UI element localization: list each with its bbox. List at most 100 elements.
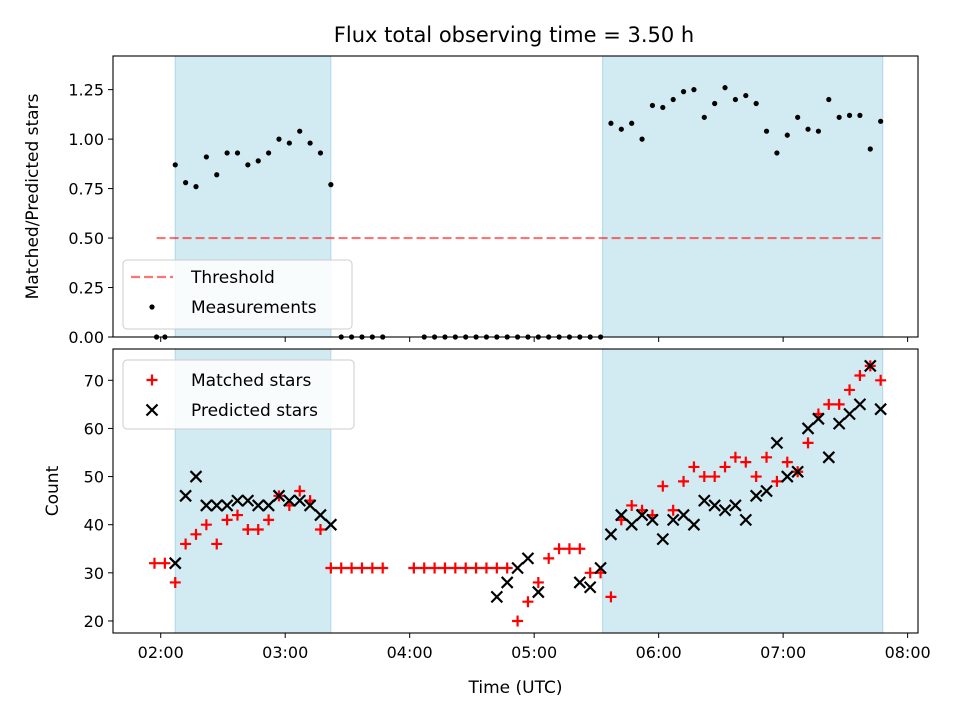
data-point: [635, 508, 649, 522]
data-point: [241, 494, 255, 507]
data-point: [836, 114, 842, 120]
x-tick-label: 07:00: [760, 643, 806, 662]
data-point: [805, 126, 811, 132]
data-point: [180, 538, 192, 550]
data-point: [688, 461, 700, 473]
data-point: [649, 102, 656, 109]
data-point: [314, 508, 327, 522]
data-point: [701, 114, 707, 120]
x-tick-label: 04:00: [387, 643, 433, 662]
data-point: [708, 499, 721, 512]
x-tick-label: 06:00: [636, 643, 682, 662]
data-point: [853, 398, 867, 411]
data-point: [749, 489, 763, 503]
data-point: [563, 543, 575, 555]
data-point: [770, 436, 784, 450]
data-point: [263, 514, 275, 526]
data-point: [826, 96, 832, 103]
series-matched-stars: [148, 360, 887, 627]
data-point: [857, 112, 863, 118]
data-point: [722, 85, 728, 91]
y-tick-label: 0.00: [68, 328, 104, 347]
data-point: [573, 576, 587, 589]
data-point: [210, 499, 224, 512]
data-point: [687, 518, 701, 531]
data-point: [179, 489, 192, 503]
data-point: [801, 422, 815, 435]
data-point: [245, 162, 251, 168]
data-point: [594, 561, 607, 575]
data-point: [729, 451, 741, 463]
data-point: [297, 128, 303, 134]
data-point: [691, 87, 697, 93]
data-point: [784, 132, 790, 138]
data-point: [532, 576, 544, 588]
data-point: [200, 519, 212, 531]
data-point: [460, 562, 472, 574]
data-point: [753, 100, 759, 107]
data-point: [183, 180, 189, 186]
data-point: [667, 504, 679, 516]
data-point: [844, 384, 856, 396]
data-point: [512, 615, 524, 627]
data-point: [335, 562, 347, 574]
data-point: [500, 576, 514, 589]
data-point: [439, 562, 451, 574]
data-point: [802, 437, 814, 449]
data-point: [795, 114, 801, 120]
legend: Threshold Measurements: [122, 259, 353, 330]
data-point: [864, 359, 877, 373]
y-tick-label: 1.00: [68, 130, 104, 149]
data-point: [211, 538, 223, 550]
data-point: [190, 528, 202, 540]
legend-label: Predicted stars: [191, 401, 318, 421]
data-point: [231, 494, 244, 507]
data-point: [169, 576, 181, 588]
shaded-span: [602, 348, 884, 634]
data-point: [761, 451, 773, 463]
data-point: [867, 146, 873, 152]
x-tick-label: 05:00: [511, 643, 557, 662]
data-point: [511, 561, 524, 575]
data-point: [846, 112, 853, 118]
top-panel: 0.00 0.25 0.50 0.75 1.00 1.25 Matched/Predicte…: [23, 55, 919, 347]
data-point: [224, 150, 230, 156]
legend-box: [122, 259, 353, 330]
data-point: [854, 369, 866, 381]
data-point: [760, 484, 773, 498]
data-point: [356, 562, 368, 574]
data-point: [203, 154, 209, 160]
data-point: [815, 128, 822, 134]
data-point: [328, 182, 334, 188]
data-point: [729, 499, 742, 512]
data-point: [324, 518, 338, 531]
y-axis-label: Count: [43, 465, 63, 516]
data-point: [771, 475, 783, 487]
data-point: [677, 508, 690, 522]
data-point: [719, 461, 731, 473]
data-point: [666, 513, 680, 527]
data-point: [480, 562, 492, 574]
data-point: [618, 126, 624, 132]
data-point: [200, 499, 213, 512]
data-point: [832, 417, 846, 430]
data-point: [709, 471, 721, 483]
data-point: [325, 562, 337, 574]
data-point: [874, 402, 887, 416]
data-point: [346, 562, 358, 574]
data-point: [221, 514, 233, 526]
data-point: [366, 562, 378, 574]
legend-measurement-swatch: [149, 304, 155, 310]
x-tick-label: 02:00: [138, 643, 184, 662]
data-point: [220, 499, 234, 512]
y-tick-label: 60: [84, 419, 104, 438]
bottom-panel: 20 30 40 50 60 70 02:00 03:00 04:00 05:00 06:00 07:…: [43, 348, 931, 698]
data-point: [698, 494, 711, 507]
data-point: [521, 552, 535, 565]
data-point: [532, 585, 545, 599]
data-point: [272, 489, 286, 503]
data-point: [294, 485, 306, 497]
axes-frame: [112, 55, 919, 338]
y-tick-label: 40: [84, 516, 104, 535]
data-point: [449, 562, 461, 574]
